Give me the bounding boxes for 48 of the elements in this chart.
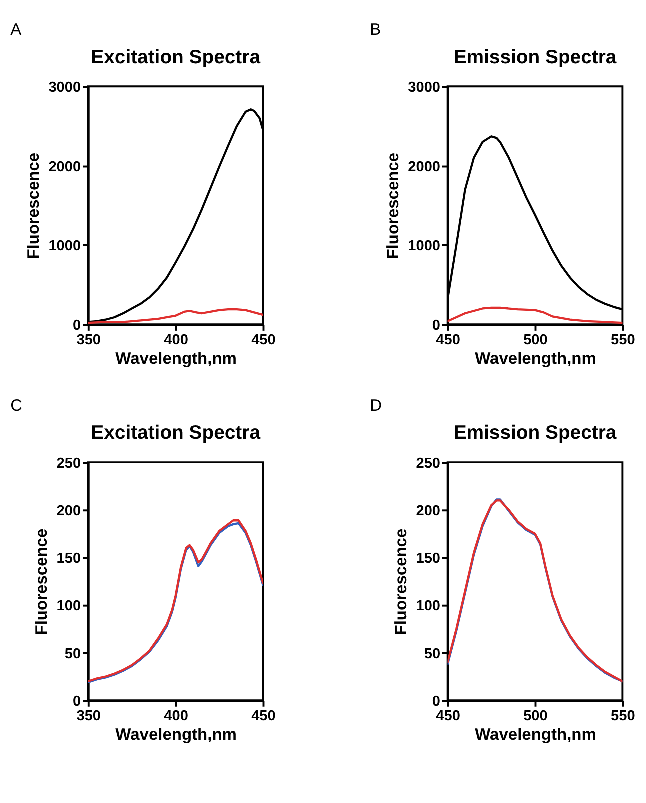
y-tick-label: 1000 <box>48 238 82 255</box>
x-tick-label: 450 <box>436 708 460 724</box>
x-tick-label: 350 <box>76 708 102 724</box>
chart-title: Emission Spectra <box>454 46 617 68</box>
text: D <box>370 397 382 416</box>
x-tick-label: 550 <box>611 332 636 349</box>
y-tick-label: 100 <box>56 598 82 615</box>
y-tick-label: 250 <box>56 456 82 472</box>
x-tick-label: 400 <box>164 708 188 724</box>
y-tick-label: 100 <box>416 598 441 615</box>
y-tick-label: 3000 <box>48 80 82 96</box>
y-axis-title: Fluorescence <box>24 152 43 260</box>
y-axis-title: Fluorescence <box>392 528 411 636</box>
y-tick-label: 2000 <box>48 159 82 176</box>
y-tick-label: 50 <box>64 646 82 662</box>
x-tick-label: 500 <box>524 332 548 349</box>
x-axis-title: Wavelength,nm <box>475 350 596 368</box>
y-tick-label: 50 <box>424 646 441 662</box>
y-tick-label: 200 <box>416 504 441 520</box>
x-tick-label: 450 <box>252 708 276 724</box>
text: C <box>10 397 23 416</box>
chart-title: Emission Spectra <box>454 422 617 444</box>
y-tick-label: 2000 <box>408 159 441 176</box>
y-tick-label: 200 <box>56 504 82 520</box>
y-axis-title: Fluorescence <box>384 152 402 260</box>
y-tick-label: 0 <box>73 318 82 334</box>
y-tick-label: 150 <box>56 551 82 568</box>
y-tick-label: 150 <box>416 551 441 568</box>
y-tick-label: 250 <box>416 456 441 472</box>
y-axis-title: Fluorescence <box>33 528 52 636</box>
y-tick-label: 0 <box>73 694 82 710</box>
chart-title: Excitation Spectra <box>91 422 261 444</box>
text: B <box>370 21 382 40</box>
y-tick-label: 0 <box>432 694 441 710</box>
x-tick-label: 450 <box>436 332 460 349</box>
y-tick-label: 3000 <box>408 80 441 96</box>
x-tick-label: 500 <box>524 708 548 724</box>
y-tick-label: 0 <box>432 318 441 334</box>
x-axis-title: Wavelength,nm <box>116 350 237 368</box>
text: A <box>10 21 22 40</box>
x-axis-title: Wavelength,nm <box>475 726 596 744</box>
x-tick-label: 400 <box>164 332 188 349</box>
x-tick-label: 550 <box>611 708 636 724</box>
x-axis-title: Wavelength,nm <box>116 726 237 744</box>
chart-title: Excitation Spectra <box>91 46 261 68</box>
x-tick-label: 350 <box>76 332 102 349</box>
x-tick-label: 450 <box>252 332 276 349</box>
y-tick-label: 1000 <box>408 238 441 255</box>
